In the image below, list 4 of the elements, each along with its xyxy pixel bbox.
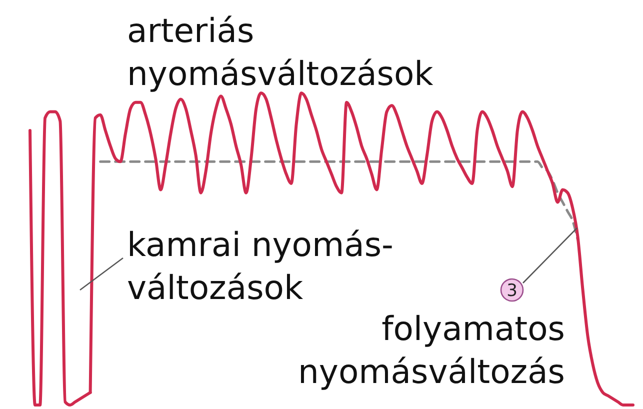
- series-label: arteriás nyomásváltozások: [127, 11, 434, 93]
- text: folyamatos nyomásváltozás: [298, 309, 565, 391]
- number-badge: 3: [500, 278, 524, 302]
- annotation: 3: [506, 281, 518, 301]
